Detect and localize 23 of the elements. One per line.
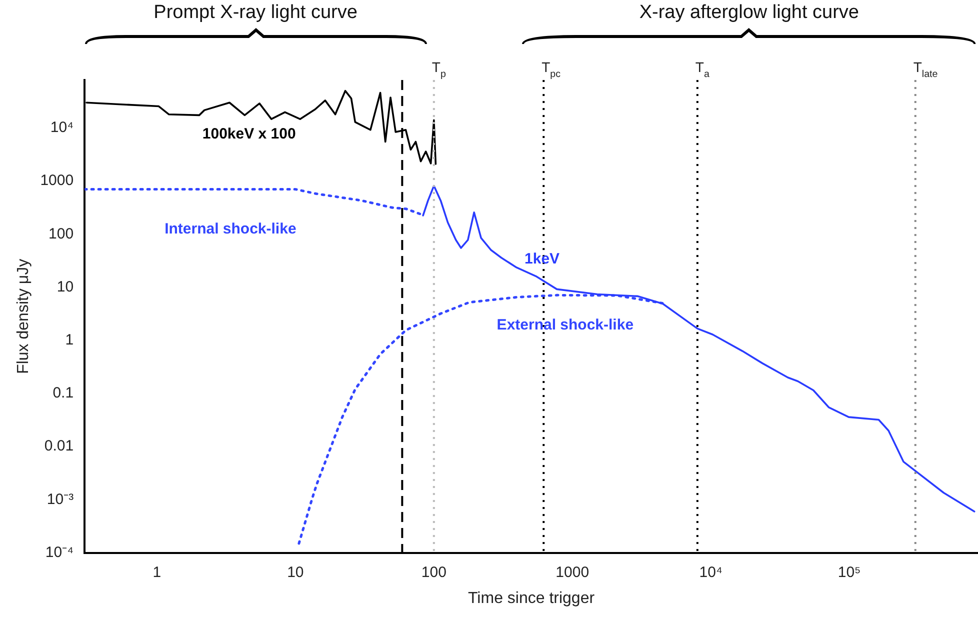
y-axis-title: Flux density μJy (15, 258, 32, 374)
y-tick-label: 1000 (40, 172, 74, 190)
y-tick-label: 0.1 (52, 384, 74, 402)
x-tick-label: 1 (152, 564, 162, 581)
text: Internal shock-like (164, 220, 296, 238)
y-tick-label: 10 (56, 278, 74, 296)
x-tick-label: 10⁵ (838, 564, 861, 581)
x-tick-label: 10 (287, 564, 304, 581)
series-label: 100keV x 100 (202, 125, 296, 142)
y-tick-label: 100 (48, 225, 74, 242)
y-tick-label: 10⁻⁴ (45, 544, 74, 561)
x-tick-label: 100 (421, 564, 446, 581)
x-tick-label: 10⁴ (699, 564, 722, 581)
text: X-ray afterglow light curve (639, 2, 859, 24)
series-label: External shock-like (496, 316, 634, 334)
series-label: 1keV (524, 250, 560, 268)
x-tick-label: 1000 (556, 564, 590, 581)
y-tick-label: 0.01 (44, 438, 74, 455)
y-tick-label: 1 (65, 332, 74, 349)
text: Prompt X-ray light curve (154, 2, 358, 24)
y-tick-label: 10⁻³ (46, 490, 74, 508)
y-tick-label: 10⁴ (50, 119, 74, 136)
x-axis-title: Time since trigger (468, 590, 596, 607)
